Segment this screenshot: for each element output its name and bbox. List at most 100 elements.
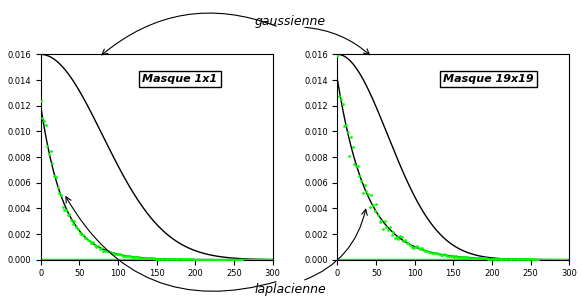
Point (407, 245, 417, 250)
Point (53, 185, 62, 190)
Point (404, 240, 413, 245)
Point (183, 257, 192, 262)
Point (142, 256, 152, 261)
Point (463, 255, 472, 260)
Point (372, 202, 381, 207)
Point (124, 254, 133, 259)
Point (422, 249, 432, 253)
Point (149, 256, 159, 261)
Point (43, 144, 52, 149)
Point (193, 257, 202, 262)
Point (486, 256, 496, 261)
Point (355, 174, 364, 179)
Point (92, 244, 101, 249)
Point (83, 238, 92, 243)
Point (490, 256, 499, 261)
Point (100, 249, 109, 253)
Point (523, 257, 533, 262)
Point (161, 257, 170, 262)
Point (468, 255, 477, 260)
Point (515, 257, 525, 262)
Point (88, 239, 98, 244)
Point (116, 252, 125, 257)
Point (127, 254, 137, 259)
Point (383, 227, 393, 232)
Point (485, 256, 494, 261)
Point (87, 241, 96, 246)
Point (173, 257, 182, 262)
Point (508, 257, 518, 262)
Point (137, 255, 146, 260)
Point (213, 257, 223, 262)
Point (380, 218, 389, 223)
Point (102, 248, 111, 253)
Point (436, 253, 445, 258)
Point (488, 256, 497, 261)
Point (476, 256, 486, 261)
Point (363, 192, 372, 197)
Point (163, 257, 172, 262)
Point (99, 248, 108, 253)
Point (230, 257, 239, 262)
Point (187, 257, 196, 262)
Point (45, 152, 54, 157)
Point (414, 246, 423, 251)
Point (90, 242, 99, 247)
Point (353, 163, 363, 168)
Point (409, 246, 418, 251)
Point (512, 257, 521, 262)
Point (235, 257, 245, 262)
Point (157, 256, 167, 261)
Point (196, 257, 206, 262)
Point (412, 243, 421, 248)
Point (352, 163, 361, 168)
Point (164, 257, 174, 262)
Point (131, 255, 140, 260)
Point (228, 257, 238, 262)
Point (210, 257, 219, 262)
Point (122, 254, 131, 259)
Point (346, 135, 356, 140)
Point (358, 190, 367, 195)
Point (154, 256, 163, 261)
Point (119, 253, 128, 258)
Point (340, 124, 349, 128)
Point (361, 189, 371, 194)
Point (431, 251, 440, 256)
Point (453, 254, 462, 259)
Point (135, 255, 145, 260)
Point (478, 256, 487, 261)
Point (471, 255, 480, 260)
Point (333, 53, 342, 58)
Point (461, 255, 471, 260)
Point (417, 246, 426, 250)
Point (530, 257, 540, 262)
Point (110, 252, 120, 256)
Point (343, 130, 352, 135)
Point (125, 254, 135, 259)
Point (375, 220, 385, 224)
Point (370, 208, 379, 213)
Point (446, 254, 456, 259)
Point (63, 212, 73, 217)
Text: laplacienne: laplacienne (254, 283, 327, 297)
Point (503, 257, 512, 262)
Point (519, 257, 528, 262)
Point (432, 251, 442, 255)
Point (181, 257, 191, 262)
Point (148, 256, 157, 261)
Point (367, 193, 376, 198)
Point (55, 190, 64, 195)
Point (529, 257, 538, 262)
Point (497, 257, 506, 262)
Point (51, 175, 60, 180)
Point (40, 119, 49, 124)
Point (146, 256, 155, 261)
Point (151, 256, 160, 261)
Point (335, 94, 344, 99)
Point (117, 252, 127, 257)
Point (168, 257, 177, 262)
Point (336, 97, 346, 101)
Point (70, 218, 79, 223)
Point (500, 257, 510, 262)
